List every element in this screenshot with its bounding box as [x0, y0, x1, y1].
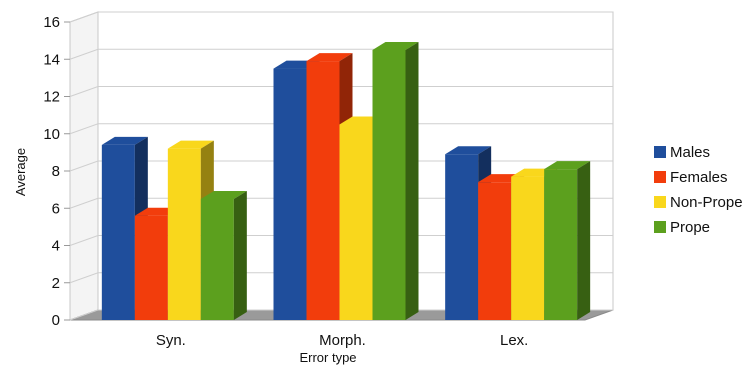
legend-label: Females: [670, 169, 728, 186]
gridline: [69, 309, 613, 321]
legend-swatch: [654, 171, 666, 183]
bar: [544, 161, 591, 320]
bar-front: [544, 169, 578, 320]
bar-side: [577, 161, 591, 320]
legend-swatch: [654, 146, 666, 158]
bar-top: [200, 190, 247, 199]
y-tick-label: 2: [52, 275, 60, 292]
bar-side: [405, 41, 419, 320]
y-tick-label: 12: [43, 89, 60, 106]
bar-front: [306, 61, 340, 321]
legend: Males Females Non-Prope Prope: [654, 144, 743, 236]
bar-top: [445, 146, 492, 155]
gridline: [69, 123, 613, 135]
bars: [101, 41, 591, 321]
gridline: [69, 235, 613, 246]
gridline: [69, 160, 613, 172]
gridline: [69, 11, 613, 23]
bar-front: [339, 124, 373, 320]
bar-front: [273, 68, 307, 320]
legend-label: Prope: [670, 219, 710, 236]
y-tick-label: 0: [52, 312, 60, 329]
y-tick-label: 16: [43, 14, 60, 31]
legend-label: Non-Prope: [670, 194, 743, 211]
x-tick-label: Syn.: [156, 332, 186, 349]
bar-front: [101, 144, 135, 320]
legend-label: Males: [670, 144, 710, 161]
y-axis-ticks: 0 2 4 6 8 10 12 14 16: [43, 14, 70, 329]
bar-top: [101, 136, 148, 145]
gridlines: [69, 11, 613, 321]
bar-front: [200, 198, 234, 320]
gridline: [69, 197, 613, 209]
y-tick-label: 6: [52, 200, 60, 217]
legend-swatch: [654, 221, 666, 233]
legend-swatch: [654, 196, 666, 208]
x-tick-label: Lex.: [500, 332, 528, 349]
bar-top: [167, 140, 214, 149]
x-axis-labels: Syn. Morph. Lex.: [156, 332, 529, 349]
bar-top: [544, 161, 591, 170]
gridline: [69, 48, 613, 60]
bar-top: [372, 41, 419, 50]
y-tick-label: 14: [43, 51, 60, 68]
x-axis-title: Error type: [299, 350, 356, 365]
bar-top: [306, 53, 353, 62]
gridline: [69, 86, 613, 97]
y-tick-label: 4: [52, 238, 60, 255]
bar-front: [445, 154, 479, 320]
bar: [200, 190, 247, 320]
y-tick-label: 10: [43, 126, 60, 143]
bar-front: [511, 176, 545, 320]
y-axis-title: Average: [13, 148, 28, 196]
bar-front: [478, 182, 512, 320]
bar-front: [167, 148, 201, 320]
y-tick-label: 8: [52, 163, 60, 180]
gridline: [69, 272, 613, 284]
bar-side: [233, 190, 247, 320]
bar-front: [372, 49, 406, 320]
bar-front: [134, 215, 168, 320]
x-tick-label: Morph.: [319, 332, 366, 349]
bar: [372, 41, 419, 320]
